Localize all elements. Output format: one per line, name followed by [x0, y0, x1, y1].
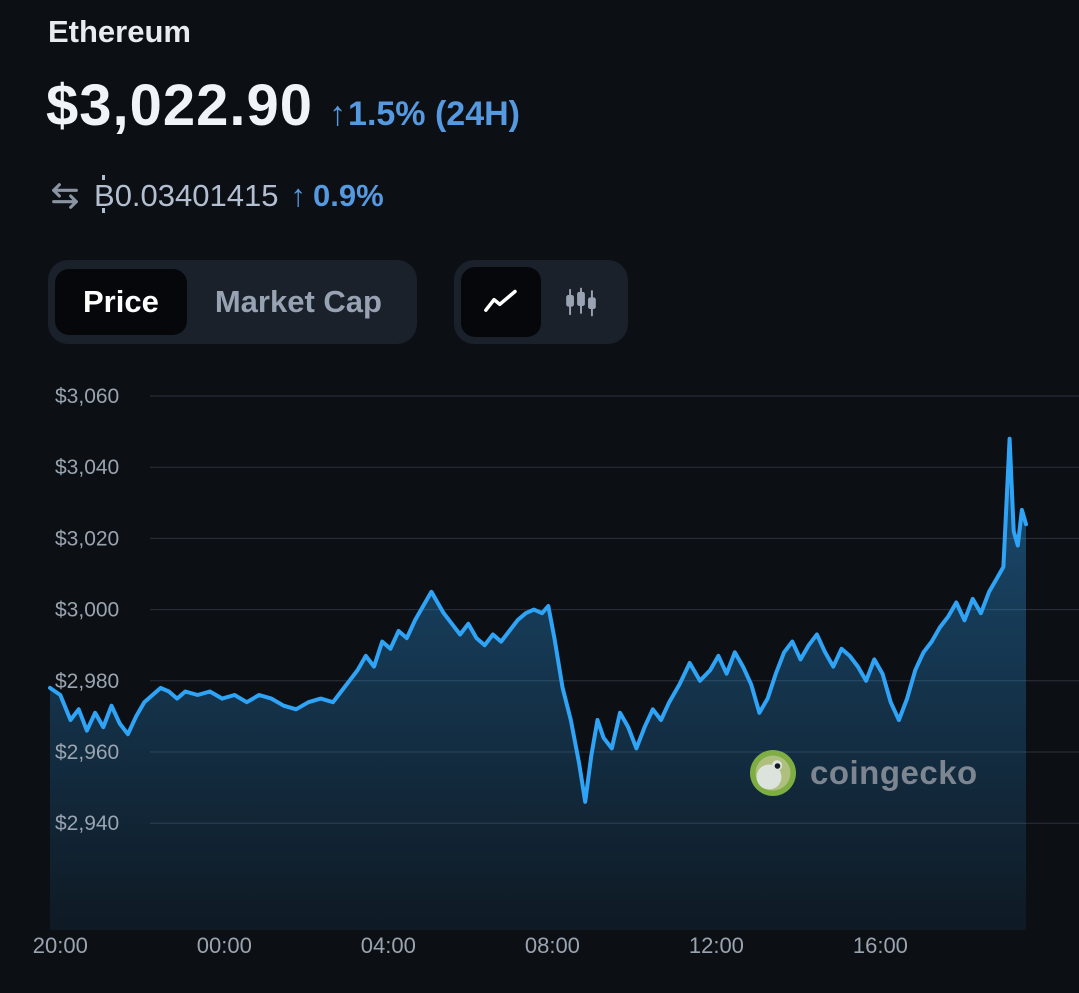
up-arrow-icon: ↑: [329, 95, 347, 133]
swap-icon[interactable]: [48, 179, 82, 213]
line-chart-icon: [483, 288, 519, 316]
x-axis-label: 00:00: [197, 933, 252, 958]
coingecko-logo-icon: [750, 750, 796, 796]
chart-area: [50, 438, 1026, 930]
y-axis-label: $3,040: [55, 456, 119, 479]
current-price: $3,022.90: [46, 73, 314, 138]
up-arrow-icon: ↑: [290, 178, 306, 213]
y-axis-label: $2,960: [55, 741, 119, 764]
chart-line: [48, 436, 1028, 804]
y-axis-labels: $3,060 $3,040 $3,020 $3,000 $2,980 $2,960 $2,9…: [55, 385, 119, 835]
x-axis-label: 20:00: [33, 933, 88, 958]
coingecko-watermark: coingecko: [750, 750, 978, 796]
y-axis-label: $3,000: [55, 599, 119, 622]
x-axis-label: 16:00: [853, 933, 908, 958]
chart-controls: Price Market Cap: [48, 260, 628, 344]
x-axis-labels: 20:00 00:00 04:00 08:00 12:00 16:00: [33, 933, 908, 958]
btc-value: B0.03401415: [94, 175, 279, 213]
price-row: $3,022.90 ↑ 1.5% (24H): [46, 72, 520, 139]
chart-area-wrap: $3,060 $3,040 $3,020 $3,000 $2,980 $2,960 $2,9…: [0, 368, 1079, 993]
x-axis-label: 12:00: [689, 933, 744, 958]
y-axis-label: $2,980: [55, 670, 119, 693]
candlestick-chart-button[interactable]: [541, 267, 621, 337]
price-chart[interactable]: $3,060 $3,040 $3,020 $3,000 $2,980 $2,960 $2,9…: [0, 368, 1079, 993]
bitcoin-symbol: B: [94, 175, 115, 213]
coingecko-watermark-text: coingecko: [810, 754, 978, 791]
price-marketcap-toggle: Price Market Cap: [48, 260, 417, 344]
y-axis-label: $3,060: [55, 385, 119, 408]
price-change-24h: ↑ 1.5% (24H): [329, 95, 520, 134]
btc-change: ↑ 0.9%: [290, 178, 383, 214]
page-title: Ethereum: [48, 14, 191, 49]
price-tab[interactable]: Price: [55, 269, 187, 335]
x-axis-label: 04:00: [361, 933, 416, 958]
candlestick-icon: [564, 287, 598, 317]
market-cap-tab[interactable]: Market Cap: [187, 269, 410, 335]
line-chart-button[interactable]: [460, 267, 541, 337]
price-change-value: 1.5% (24H): [348, 95, 520, 133]
btc-change-value: 0.9%: [312, 178, 384, 213]
x-axis-label: 08:00: [525, 933, 580, 958]
y-axis-label: $3,020: [55, 527, 119, 550]
y-axis-label: $2,940: [55, 812, 119, 835]
btc-conversion-row: B0.03401415 ↑ 0.9%: [48, 175, 384, 214]
chart-type-toggle: [453, 260, 628, 344]
